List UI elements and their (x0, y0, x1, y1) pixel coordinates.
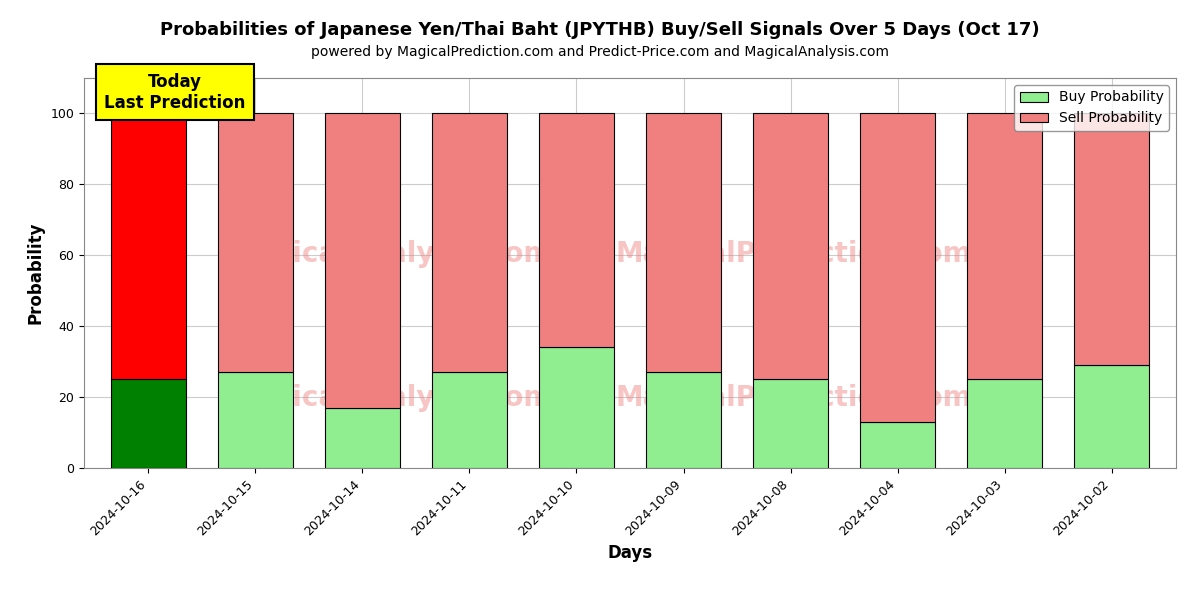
Bar (325, 408, 400, 468)
Text: Today
Last Prediction: Today Last Prediction (104, 73, 246, 112)
Bar (218, 372, 293, 468)
Bar (646, 113, 721, 372)
Bar (967, 379, 1042, 468)
Bar (754, 379, 828, 468)
Bar (646, 372, 721, 468)
Bar (539, 113, 614, 347)
Bar (218, 113, 293, 372)
Bar (1074, 113, 1150, 365)
Bar (1074, 365, 1150, 468)
Bar (539, 347, 614, 468)
Bar (110, 379, 186, 468)
Legend: Buy Probability, Sell Probability: Buy Probability, Sell Probability (1014, 85, 1169, 131)
Text: MagicalAnalysis.com: MagicalAnalysis.com (227, 384, 553, 412)
Y-axis label: Probability: Probability (26, 222, 44, 324)
Text: MagicalPrediction.com: MagicalPrediction.com (616, 384, 972, 412)
Text: powered by MagicalPrediction.com and Predict-Price.com and MagicalAnalysis.com: powered by MagicalPrediction.com and Pre… (311, 45, 889, 59)
Bar (432, 372, 506, 468)
Bar (432, 113, 506, 372)
X-axis label: Days: Days (607, 544, 653, 562)
Bar (967, 113, 1042, 379)
Text: Probabilities of Japanese Yen/Thai Baht (JPYTHB) Buy/Sell Signals Over 5 Days (O: Probabilities of Japanese Yen/Thai Baht … (160, 21, 1040, 39)
Bar (860, 422, 935, 468)
Bar (110, 113, 186, 379)
Text: MagicalAnalysis.com: MagicalAnalysis.com (227, 239, 553, 268)
Bar (754, 113, 828, 379)
Text: MagicalPrediction.com: MagicalPrediction.com (616, 239, 972, 268)
Bar (325, 113, 400, 408)
Bar (860, 113, 935, 422)
